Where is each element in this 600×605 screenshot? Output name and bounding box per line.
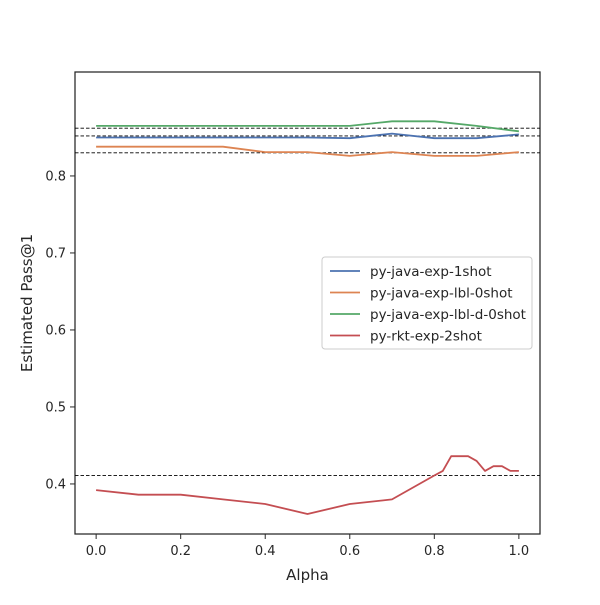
legend-box [321, 256, 533, 350]
x-tick-label-5: 1.0 [509, 544, 530, 559]
y-tick-label-2: 0.6 [45, 323, 66, 338]
x-axis-ticks: 0.0 0.2 0.4 0.6 0.8 1.0 [86, 534, 529, 559]
legend-label-3: py-rkt-exp-2shot [370, 329, 482, 345]
y-tick-label-1: 0.5 [45, 400, 66, 415]
y-tick-label-4: 0.8 [45, 169, 66, 184]
series-line-1 [96, 145, 519, 157]
x-tick-label-1: 0.2 [170, 544, 191, 559]
y-axis-ticks: 0.4 0.5 0.6 0.7 0.8 [45, 169, 75, 492]
x-tick-label-4: 0.8 [424, 544, 445, 559]
series-lines [96, 120, 520, 515]
x-tick-label-3: 0.6 [339, 544, 360, 559]
y-tick-label-0: 0.4 [45, 477, 66, 492]
legend-label-1: py-java-exp-lbl-0shot [370, 286, 513, 302]
legend-label-2: py-java-exp-lbl-d-0shot [370, 307, 526, 323]
y-axis-label: Estimated Pass@1 [18, 234, 36, 372]
legend: py-java-exp-1shot py-java-exp-lbl-0shot py… [321, 256, 533, 350]
series-line-3 [96, 455, 519, 515]
x-axis-label: Alpha [286, 566, 329, 584]
legend-label-0: py-java-exp-1shot [370, 264, 492, 280]
x-tick-label-2: 0.4 [255, 544, 276, 559]
series-line-2 [96, 120, 520, 133]
y-tick-label-3: 0.7 [45, 246, 66, 261]
series-line-0 [96, 132, 519, 140]
x-tick-label-0: 0.0 [86, 544, 107, 559]
